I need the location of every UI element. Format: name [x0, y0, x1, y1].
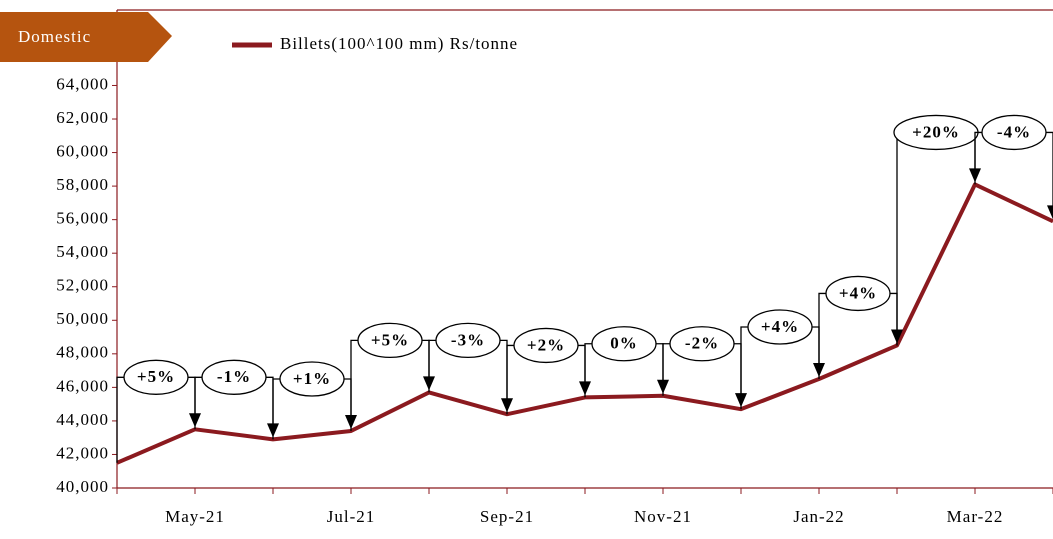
callout-bubble	[357, 322, 423, 359]
y-tick-label: 48,000	[56, 343, 109, 362]
x-tick-label: Nov-21	[634, 507, 692, 526]
callout-bubble	[669, 326, 735, 362]
change-label: +4%	[839, 283, 877, 302]
callout-bubble	[513, 327, 579, 364]
callout-bubble	[279, 361, 345, 397]
y-tick-label: 50,000	[56, 309, 109, 328]
change-label: +1%	[293, 369, 331, 388]
change-label: 0%	[610, 334, 638, 353]
callout-bubble	[435, 322, 501, 359]
y-tick-label: 56,000	[56, 209, 109, 228]
change-label: +5%	[137, 367, 175, 386]
callout-bubble	[123, 359, 189, 395]
change-label: +5%	[371, 330, 409, 349]
y-tick-label: 52,000	[56, 276, 109, 295]
y-tick-label: 60,000	[56, 141, 109, 160]
change-label: +2%	[527, 335, 565, 354]
x-tick-label: Jan-22	[793, 507, 844, 526]
tag-box	[0, 12, 172, 62]
callout-bubble	[747, 309, 813, 345]
y-tick-label: 44,000	[56, 410, 109, 429]
callout-bubble	[825, 275, 891, 312]
legend-label: Billets(100^100 mm) Rs/tonne	[280, 34, 518, 53]
x-tick-label: Sep-21	[480, 507, 534, 526]
callout-bracket	[896, 131, 976, 346]
callout-bubble	[981, 114, 1047, 151]
x-tick-label: Jul-21	[327, 507, 376, 526]
change-label: -2%	[685, 334, 719, 353]
callout-bubble	[201, 359, 267, 395]
tag-label: Domestic	[18, 27, 91, 46]
y-tick-label: 62,000	[56, 108, 109, 127]
y-tick-label: 40,000	[56, 477, 109, 496]
change-label: +4%	[761, 317, 799, 336]
x-tick-label: May-21	[165, 507, 225, 526]
change-label: +20%	[912, 122, 960, 141]
y-tick-label: 42,000	[56, 443, 109, 462]
change-label: -4%	[997, 122, 1031, 141]
y-tick-label: 46,000	[56, 376, 109, 395]
y-tick-label: 64,000	[56, 74, 109, 93]
change-label: -1%	[217, 367, 251, 386]
x-tick-label: Mar-22	[947, 507, 1004, 526]
data-line	[116, 182, 1053, 465]
y-tick-label: 58,000	[56, 175, 109, 194]
y-tick-label: 54,000	[56, 242, 109, 261]
change-label: -3%	[451, 330, 485, 349]
callout-bubble	[591, 326, 657, 362]
callout-arrowhead	[1047, 205, 1053, 220]
